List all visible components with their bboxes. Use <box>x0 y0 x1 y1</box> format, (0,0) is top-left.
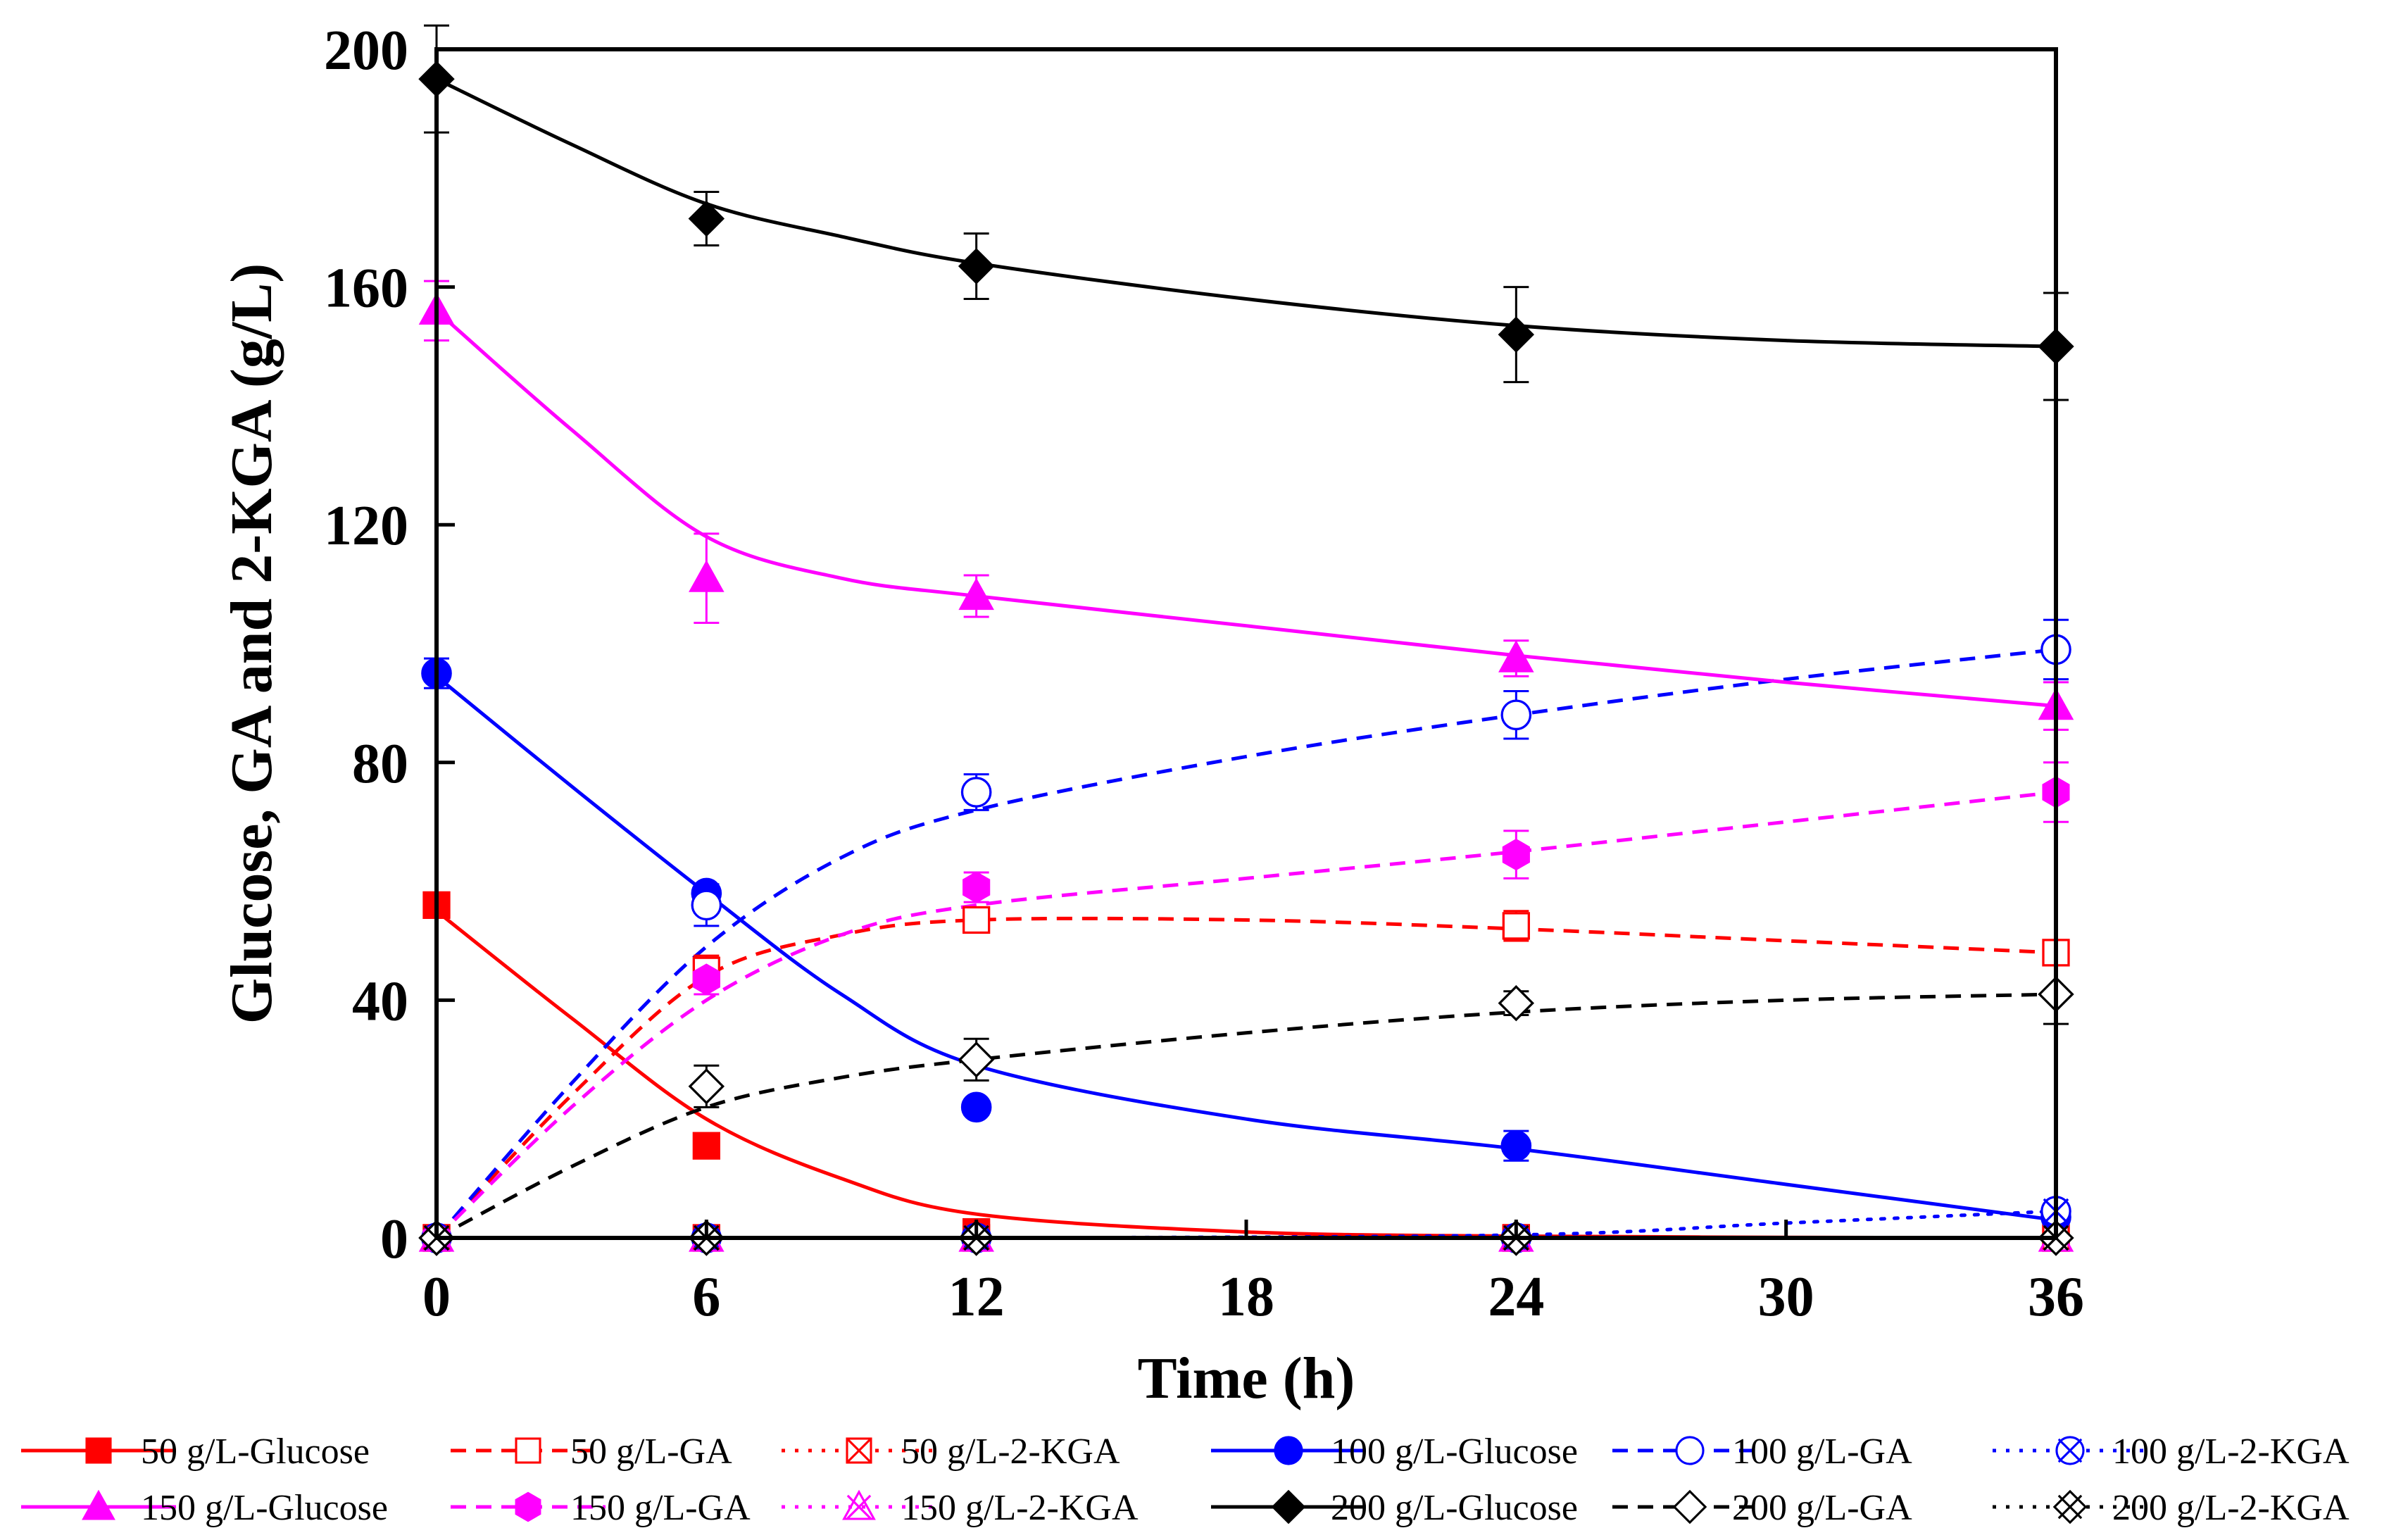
legend-item-50-g-l-2-kga: 50 g/L-2-KGA <box>782 1432 1120 1472</box>
legend-marker <box>842 1489 876 1520</box>
data-point-150-g-l-glucose <box>1498 640 1534 672</box>
legend-marker <box>2055 1436 2085 1465</box>
legend-marker <box>1672 1489 1707 1525</box>
data-point-150-g-l-ga <box>1502 839 1530 871</box>
x-tick-label: 18 <box>1218 1266 1274 1328</box>
data-point-200-g-l-ga <box>958 1041 995 1078</box>
fit-line-200-g-l-glucose <box>435 77 2057 349</box>
legend-marker <box>1675 1436 1705 1465</box>
x-tick-label: 0 <box>422 1266 451 1328</box>
data-point-100-g-l-ga <box>691 889 722 921</box>
data-point-200-g-l-glucose <box>958 248 995 284</box>
legend-label: 150 g/L-2-KGA <box>901 1488 1139 1528</box>
legend-item-150-g-l-ga: 150 g/L-GA <box>451 1488 751 1528</box>
data-point-150-g-l-glucose <box>958 577 994 611</box>
data-point-200-g-l-glucose <box>688 200 725 237</box>
legend-item-100-g-l-2-kga: 100 g/L-2-KGA <box>1993 1432 2350 1472</box>
y-tick-label: 80 <box>352 733 408 795</box>
y-tick-label: 200 <box>324 20 408 82</box>
y-axis-title: Glucose, GA and 2-KGA (g/L) <box>219 263 284 1024</box>
data-point-50-g-l-ga <box>1502 912 1530 940</box>
data-point-200-g-l-glucose <box>1498 316 1535 353</box>
legend-label: 50 g/L-2-KGA <box>901 1432 1120 1472</box>
legend-label: 100 g/L-Glucose <box>1331 1432 1578 1472</box>
x-tick-label: 6 <box>692 1266 720 1328</box>
plot-frame <box>434 47 2058 1240</box>
y-tick-label: 160 <box>324 258 408 320</box>
data-point-100-g-l-ga <box>1500 699 1532 731</box>
legend-marker <box>82 1489 115 1520</box>
data-point-150-g-l-ga <box>692 963 720 996</box>
x-axis-title: Time (h) <box>1138 1346 1355 1411</box>
data-markers <box>418 61 2074 1256</box>
x-tick-label: 30 <box>1758 1266 1814 1328</box>
fit-line-100-g-l-2-kga <box>434 1209 2058 1240</box>
y-tick-label: 40 <box>352 970 408 1032</box>
legend-marker <box>1274 1436 1303 1465</box>
legend-label: 100 g/L-2-KGA <box>2112 1432 2350 1472</box>
legend-item-200-g-l-2-kga: 200 g/L-2-KGA <box>1993 1488 2350 1528</box>
data-point-50-g-l-ga <box>962 906 991 934</box>
legend-marker <box>85 1437 112 1464</box>
data-point-100-g-l-glucose <box>960 1091 992 1123</box>
x-tick-label: 36 <box>2028 1266 2084 1328</box>
x-tick-label: 24 <box>1488 1266 1544 1328</box>
legend-label: 200 g/L-2-KGA <box>2112 1488 2350 1528</box>
fit-line-100-g-l-glucose <box>435 675 2057 1222</box>
data-point-100-g-l-glucose <box>1500 1130 1532 1161</box>
legend-marker <box>846 1437 872 1464</box>
legend-label: 50 g/L-Glucose <box>141 1432 370 1472</box>
legend-marker <box>2052 1489 2088 1525</box>
y-tick-label: 0 <box>380 1208 408 1270</box>
data-point-100-g-l-ga <box>960 777 992 808</box>
legend-label: 200 g/L-GA <box>1732 1488 1912 1528</box>
fit-line-100-g-l-ga <box>435 647 2057 1239</box>
legend-label: 150 g/L-Glucose <box>141 1488 388 1528</box>
y-tick-label: 120 <box>324 495 408 557</box>
legend-label: 200 g/L-Glucose <box>1331 1488 1578 1528</box>
data-point-50-g-l-glucose <box>692 1132 720 1160</box>
data-point-150-g-l-glucose <box>689 560 725 592</box>
data-point-150-g-l-ga <box>962 871 991 903</box>
x-tick-label: 12 <box>948 1266 1005 1328</box>
fit-line-150-g-l-ga <box>435 790 2057 1239</box>
fit-line-50-g-l-ga <box>435 916 2057 1239</box>
fit-line-150-g-l-glucose <box>435 309 2057 708</box>
legend-label: 50 g/L-GA <box>570 1432 732 1472</box>
axes: 0 6 12 18 24 30 36 0 40 80 120 160 200 <box>324 20 2084 1328</box>
legend-item-100-g-l-ga: 100 g/L-GA <box>1612 1432 1912 1472</box>
legend: 50 g/L-Glucose 50 g/L-GA 50 g/L-2-KGA 100 g… <box>21 1432 2350 1528</box>
legend-marker <box>515 1437 541 1464</box>
legend-marker <box>515 1491 541 1522</box>
legend-item-200-g-l-ga: 200 g/L-GA <box>1612 1488 1912 1528</box>
fit-line-200-g-l-ga <box>435 992 2057 1240</box>
legend-item-150-g-l-glucose: 150 g/L-Glucose <box>21 1488 388 1528</box>
legend-item-150-g-l-2-kga: 150 g/L-2-KGA <box>782 1488 1139 1528</box>
legend-item-200-g-l-glucose: 200 g/L-Glucose <box>1211 1488 1578 1528</box>
legend-item-50-g-l-ga: 50 g/L-GA <box>451 1432 732 1472</box>
legend-label: 150 g/L-GA <box>570 1488 751 1528</box>
fit-lines <box>434 77 2058 1240</box>
legend-item-50-g-l-glucose: 50 g/L-Glucose <box>21 1432 370 1472</box>
data-point-200-g-l-ga <box>1498 984 1535 1022</box>
legend-label: 100 g/L-GA <box>1732 1432 1912 1472</box>
legend-item-100-g-l-glucose: 100 g/L-Glucose <box>1211 1432 1578 1472</box>
data-point-200-g-l-ga <box>688 1068 725 1105</box>
legend-marker <box>1271 1489 1306 1525</box>
